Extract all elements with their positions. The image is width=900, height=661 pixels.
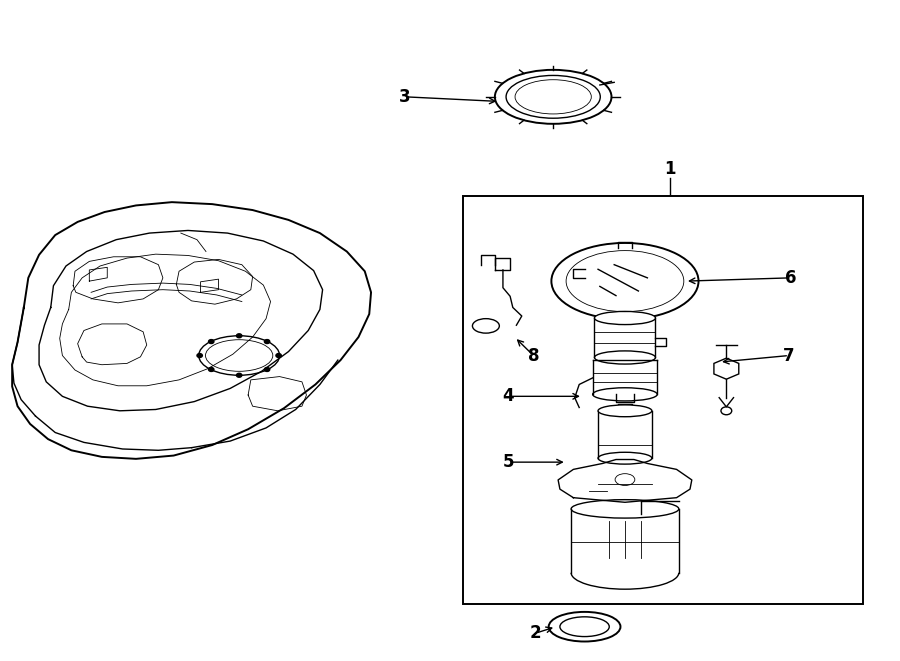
Ellipse shape (598, 405, 652, 416)
Circle shape (209, 368, 214, 371)
Text: 2: 2 (529, 624, 541, 642)
Circle shape (209, 340, 214, 344)
Ellipse shape (595, 311, 655, 325)
Text: 1: 1 (664, 160, 676, 178)
Circle shape (237, 373, 242, 377)
Circle shape (265, 340, 270, 344)
Circle shape (276, 354, 282, 358)
Text: 6: 6 (785, 269, 796, 287)
Text: 7: 7 (783, 346, 795, 364)
Ellipse shape (552, 243, 698, 319)
Text: 8: 8 (527, 346, 539, 364)
Circle shape (237, 334, 242, 338)
Circle shape (197, 354, 202, 358)
Text: 4: 4 (502, 387, 514, 405)
Ellipse shape (495, 70, 611, 124)
Text: 5: 5 (502, 453, 514, 471)
Circle shape (265, 368, 270, 371)
Ellipse shape (549, 612, 620, 642)
Bar (464, 196, 863, 603)
Text: 3: 3 (400, 88, 411, 106)
